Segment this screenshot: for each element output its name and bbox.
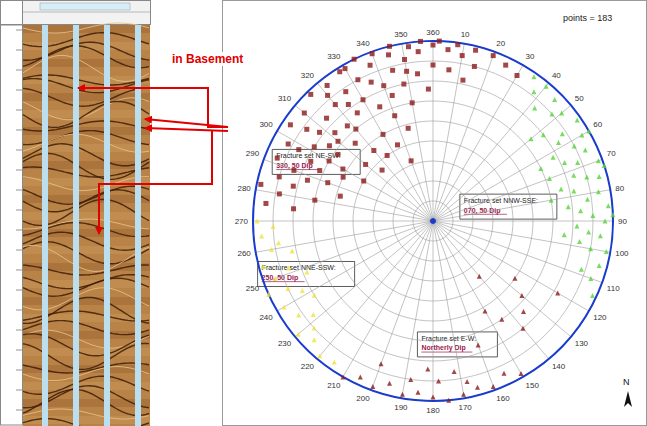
html-text:in Basement: in Basement xyxy=(172,52,244,66)
svg-text:points = 183: points = 183 xyxy=(563,13,612,23)
svg-text:200: 200 xyxy=(356,394,370,403)
svg-text:80: 80 xyxy=(615,184,624,193)
svg-text:70: 70 xyxy=(607,149,616,158)
svg-text:50: 50 xyxy=(575,94,584,103)
svg-text:310: 310 xyxy=(278,94,292,103)
svg-text:300: 300 xyxy=(259,120,273,129)
svg-text:140: 140 xyxy=(552,362,566,371)
svg-text:30: 30 xyxy=(526,52,535,61)
svg-text:Fracture set NE-SW:: Fracture set NE-SW: xyxy=(276,152,341,160)
svg-text:320: 320 xyxy=(301,71,315,80)
svg-text:N: N xyxy=(623,377,630,387)
svg-text:Fracture set E-W:: Fracture set E-W: xyxy=(421,334,477,342)
svg-text:90: 90 xyxy=(618,217,627,226)
svg-text:Fracture set NNW-SSE:: Fracture set NNW-SSE: xyxy=(464,197,538,204)
svg-text:180: 180 xyxy=(426,406,440,415)
svg-text:Fracture set NNE-SSW:: Fracture set NNE-SSW: xyxy=(262,264,336,271)
svg-text:210: 210 xyxy=(327,381,341,390)
svg-text:360: 360 xyxy=(426,28,440,37)
svg-text:100: 100 xyxy=(615,249,629,258)
svg-text:330: 330 xyxy=(327,52,341,61)
svg-text:280: 280 xyxy=(237,184,251,193)
svg-text:230: 230 xyxy=(278,339,292,348)
svg-text:070, 50 Dip: 070, 50 Dip xyxy=(463,206,501,214)
svg-text:40: 40 xyxy=(552,71,561,80)
svg-text:290: 290 xyxy=(246,149,260,158)
svg-text:220: 220 xyxy=(301,362,315,371)
svg-text:20: 20 xyxy=(496,39,505,48)
svg-text:160: 160 xyxy=(496,394,510,403)
svg-text:10: 10 xyxy=(461,30,470,39)
svg-text:60: 60 xyxy=(593,120,602,129)
svg-text:150: 150 xyxy=(526,381,540,390)
svg-text:130: 130 xyxy=(575,339,589,348)
svg-text:240: 240 xyxy=(259,313,273,322)
svg-text:110: 110 xyxy=(607,284,620,293)
svg-text:350: 350 xyxy=(394,30,408,39)
svg-text:250: 250 xyxy=(246,284,260,293)
svg-text:270: 270 xyxy=(235,217,249,226)
svg-text:Northerly Dip: Northerly Dip xyxy=(421,344,465,352)
svg-text:170: 170 xyxy=(458,403,472,412)
svg-text:250, 50 Dip: 250, 50 Dip xyxy=(262,274,299,282)
svg-text:340: 340 xyxy=(356,39,370,48)
svg-text:260: 260 xyxy=(237,249,251,258)
svg-text:190: 190 xyxy=(394,403,408,412)
svg-text:330, 50 Dip: 330, 50 Dip xyxy=(276,161,313,169)
svg-text:120: 120 xyxy=(593,313,607,322)
